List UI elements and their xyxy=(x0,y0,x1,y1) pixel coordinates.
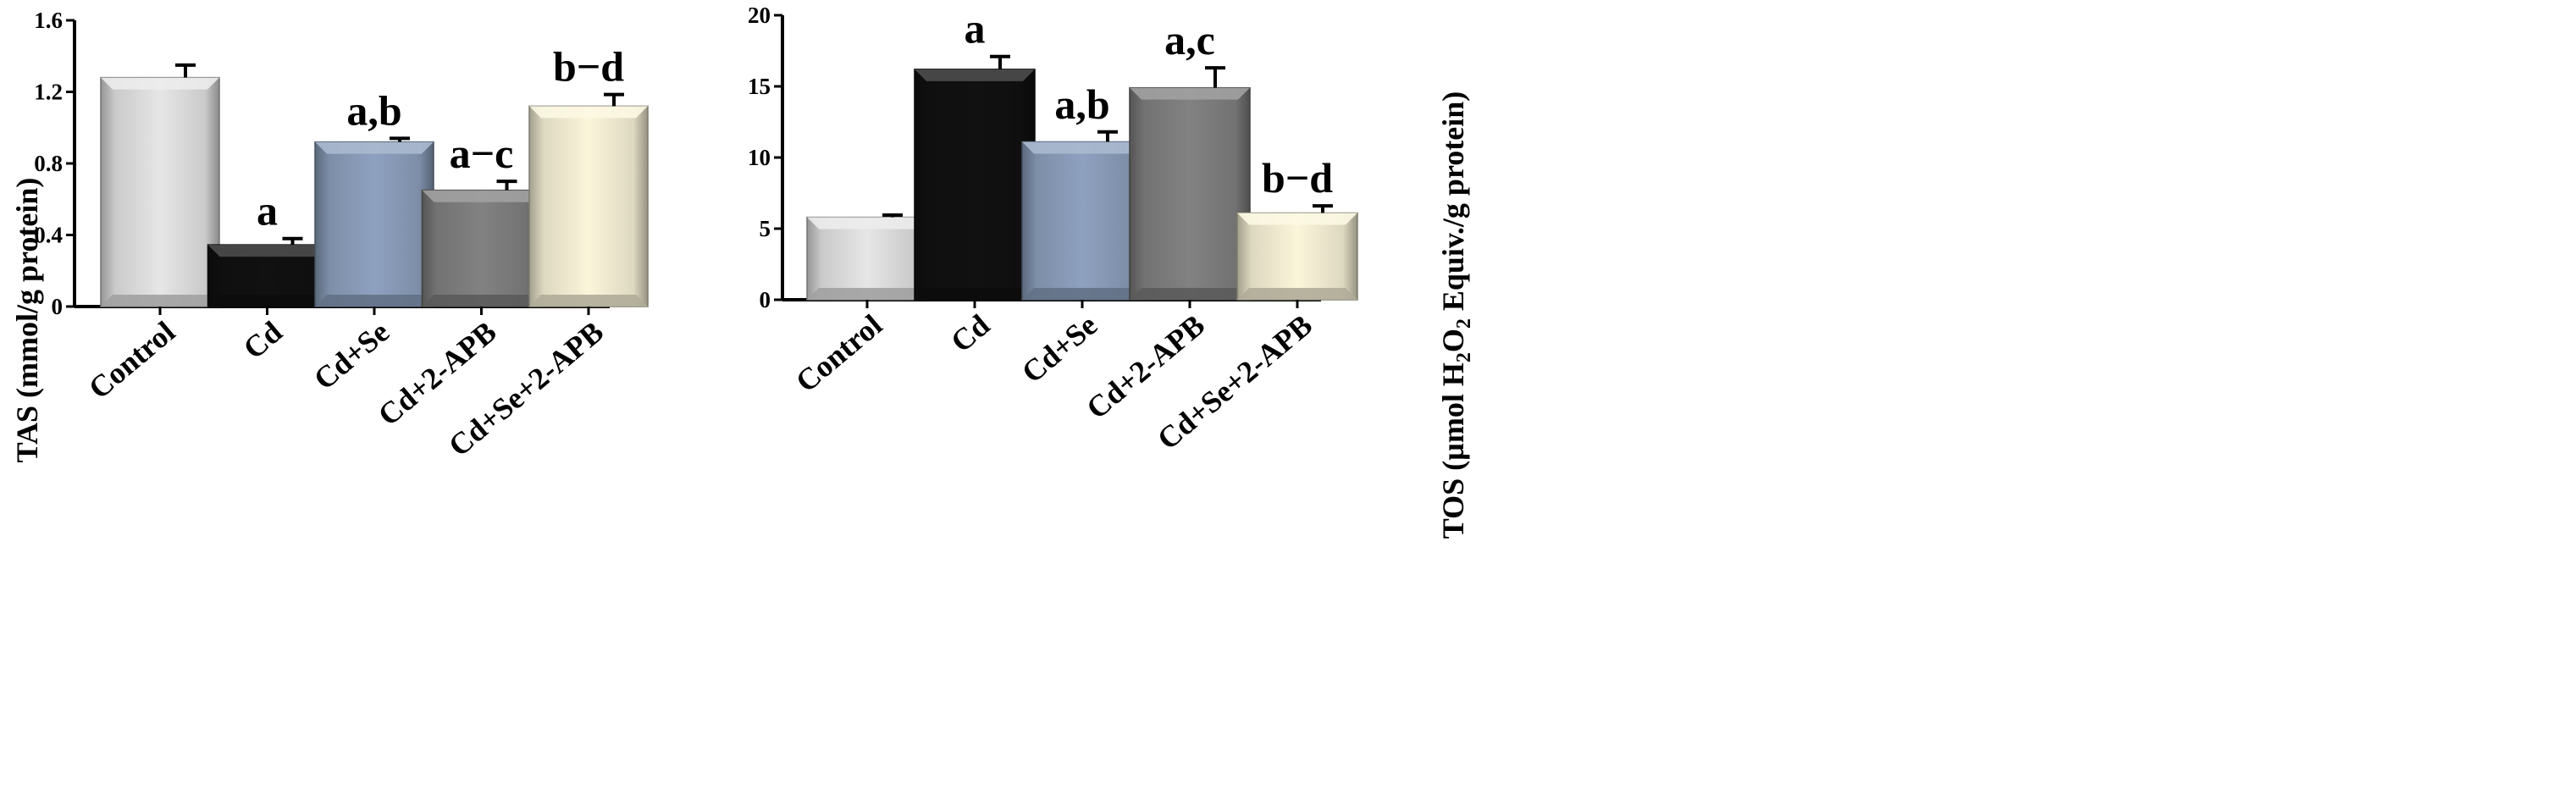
tas-significance-label: b−d xyxy=(553,43,624,91)
tas-y-tick-label: 0 xyxy=(52,294,64,319)
tas-bar-bevel-top xyxy=(207,245,327,257)
tas-category-label: Cd xyxy=(237,314,289,365)
tas-significance-label: a−c xyxy=(450,130,514,177)
tas-significance-label: a,b xyxy=(346,86,401,134)
tas-bar-2 xyxy=(314,141,434,307)
tas-bar-0 xyxy=(100,76,220,307)
tos-bar-bevel-top xyxy=(1130,87,1250,100)
tos-significance-label: a,b xyxy=(1054,80,1109,128)
tos-bar-bevel-top xyxy=(1237,213,1357,225)
tos-bar-bevel-bottom xyxy=(915,288,1035,300)
tas-y-tick-label: 0.8 xyxy=(34,151,63,176)
tas-y-tick-label: 0.4 xyxy=(34,223,63,248)
tas-bar-bevel-bottom xyxy=(101,295,219,307)
tas-bar-bevel-top xyxy=(101,77,219,90)
tas-bar-4 xyxy=(528,105,649,307)
tos-bar-bevel-top xyxy=(915,69,1035,81)
tos-y-axis-label: TOS (µmol H2O2 Equiv./g protein) xyxy=(1436,91,1475,539)
tas-category-label: Control xyxy=(82,314,181,405)
tos-bar-2 xyxy=(1021,141,1143,301)
tos-bar-0 xyxy=(806,216,928,301)
tos-y-tick-label: 20 xyxy=(748,3,771,28)
tas-y-axis-label: TAS (mmol/g protein) xyxy=(10,178,44,463)
tos-bar-4 xyxy=(1236,212,1358,301)
tas-bar-bevel-top xyxy=(315,141,434,154)
tas-bar-bevel-bottom xyxy=(315,295,434,307)
tas-y-tick-label: 1.6 xyxy=(34,8,63,33)
tos-significance-label: a xyxy=(965,5,986,53)
tos-chart-panel: TOS (µmol H2O2 Equiv./g protein) 0 5 10 15 2… xyxy=(748,3,1475,539)
tos-y-tick-label: 0 xyxy=(760,287,771,312)
tos-y-tick-label: 10 xyxy=(748,145,771,170)
tas-bar-3 xyxy=(421,189,542,307)
tos-bar-bevel-bottom xyxy=(1237,288,1357,300)
tos-y-tick-label: 5 xyxy=(760,216,771,241)
tas-bar-bevel-top xyxy=(529,106,648,119)
tos-bar-bevel-top xyxy=(1022,141,1142,154)
tos-bar-bevel-bottom xyxy=(807,288,927,300)
tas-chart-panel: TAS (mmol/g protein) 0 0.4 0.8 1.2 1.6 Contro… xyxy=(10,8,649,463)
tas-bar-bevel-bottom xyxy=(422,295,541,307)
tas-y-tick-label: 1.2 xyxy=(34,80,63,105)
tos-category-label: Cd+Se xyxy=(1015,307,1103,390)
tas-bar-bevel-bottom xyxy=(529,295,648,307)
tos-bar-bevel-bottom xyxy=(1130,288,1250,300)
tos-bar-1 xyxy=(914,69,1036,301)
tos-significance-label: b−d xyxy=(1262,154,1333,202)
tas-bar-bevel-top xyxy=(422,190,541,202)
tas-category-label: Cd+Se xyxy=(307,314,395,396)
tos-bar-bevel-top xyxy=(807,217,927,229)
tas-bar-bevel-bottom xyxy=(207,295,327,307)
tas-significance-label: a xyxy=(257,187,278,235)
tos-y-tick-label: 15 xyxy=(748,74,771,99)
tos-bar-bevel-bottom xyxy=(1022,288,1142,300)
tos-bar-3 xyxy=(1129,86,1251,301)
tos-category-label: Control xyxy=(789,307,888,398)
tos-category-label: Cd xyxy=(944,307,996,358)
tos-significance-label: a,c xyxy=(1164,16,1215,64)
